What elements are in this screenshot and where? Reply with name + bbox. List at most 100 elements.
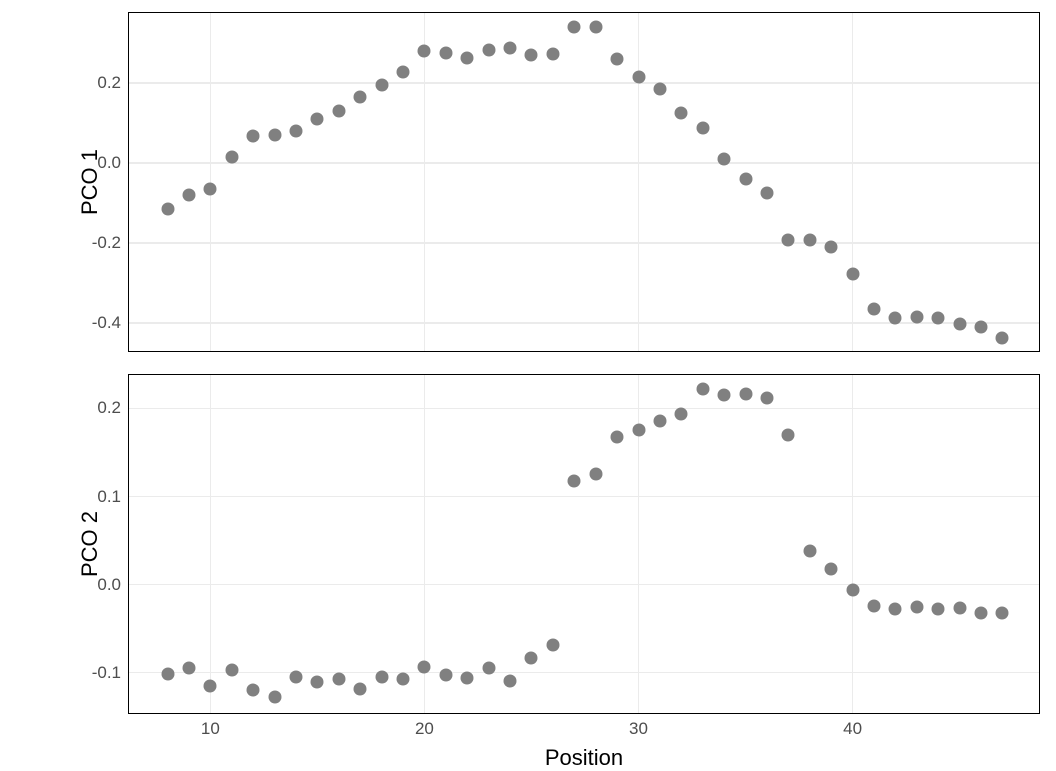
y-tick-label: -0.2 [92,233,121,253]
data-point [289,671,302,684]
data-point [782,233,795,246]
data-point [268,129,281,142]
data-point [525,651,538,664]
data-point [247,129,260,142]
data-point [653,414,666,427]
data-point [718,389,731,402]
data-point [289,125,302,138]
data-point [782,428,795,441]
data-point [397,672,410,685]
data-point [868,303,881,316]
data-point [204,183,217,196]
data-point [632,424,645,437]
data-point [482,44,495,57]
data-point [803,545,816,558]
data-point [953,317,966,330]
y-tick-label: 0.2 [97,398,121,418]
data-point [996,606,1009,619]
data-point [975,321,988,334]
data-point [525,49,538,62]
x-axis-label: Position [545,745,623,771]
data-point [332,105,345,118]
data-point [675,107,688,120]
gridline-vertical [424,13,426,351]
data-point [225,664,238,677]
y-tick-label: 0.0 [97,575,121,595]
data-point [311,675,324,688]
gridline-vertical [210,375,212,713]
data-point [311,113,324,126]
data-point [589,21,602,34]
data-point [589,467,602,480]
data-point [375,79,388,92]
y-tick-label: -0.1 [92,663,121,683]
data-point [161,203,174,216]
data-point [910,311,923,324]
gridline-horizontal [129,242,1039,244]
gridline-horizontal [129,322,1039,324]
data-point [611,53,624,66]
data-point [675,407,688,420]
gridline-horizontal [129,584,1039,586]
data-point [439,46,452,59]
x-tick-label: 30 [629,719,648,739]
data-point [504,674,517,687]
data-point [932,312,945,325]
panel-pco2: -0.10.00.10.2PCO 210203040Position [128,374,1040,714]
data-point [760,187,773,200]
data-point [910,600,923,613]
data-point [739,388,752,401]
data-point [397,65,410,78]
data-point [653,83,666,96]
x-tick-label: 20 [415,719,434,739]
data-point [846,268,859,281]
data-point [568,474,581,487]
data-point [632,71,645,84]
data-point [760,391,773,404]
data-point [889,312,902,325]
x-tick-label: 40 [843,719,862,739]
data-point [354,682,367,695]
data-point [204,679,217,692]
data-point [247,684,260,697]
gridline-vertical [852,13,854,351]
data-point [161,668,174,681]
y-tick-label: 0.1 [97,487,121,507]
gridline-horizontal [129,162,1039,164]
data-point [461,52,474,65]
data-point [718,153,731,166]
gridline-vertical [638,13,640,351]
data-point [611,430,624,443]
y-axis-label: PCO 2 [77,511,103,577]
data-point [225,151,238,164]
data-point [825,241,838,254]
gridline-horizontal [129,82,1039,84]
data-point [418,45,431,58]
data-point [182,662,195,675]
data-point [418,660,431,673]
data-point [504,41,517,54]
x-tick-label: 10 [201,719,220,739]
data-point [461,672,474,685]
data-point [739,173,752,186]
data-point [182,189,195,202]
y-tick-label: -0.4 [92,313,121,333]
y-tick-label: 0.2 [97,73,121,93]
panel-background [129,13,1039,351]
data-point [439,669,452,682]
figure: -0.4 -0.2 0.0 0.2 PCO 1 -0.10.00.10.2PCO 2102… [0,0,1056,768]
data-point [546,48,559,61]
gridline-horizontal [129,672,1039,674]
data-point [375,671,388,684]
data-point [482,662,495,675]
gridline-horizontal [129,496,1039,498]
data-point [568,21,581,34]
gridline-horizontal [129,408,1039,410]
y-axis-label: PCO 1 [77,149,103,215]
panel-background [129,375,1039,713]
data-point [996,332,1009,345]
data-point [546,638,559,651]
data-point [846,583,859,596]
data-point [889,603,902,616]
data-point [953,602,966,615]
